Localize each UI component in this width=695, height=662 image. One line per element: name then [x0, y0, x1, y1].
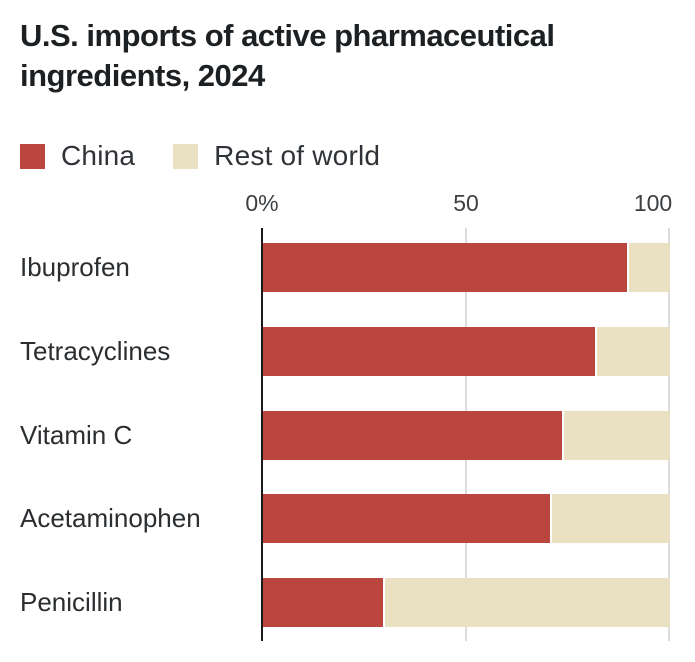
bar-segment-rest-of-world [596, 326, 670, 376]
bar-segment-china [263, 243, 630, 292]
category-label: Ibuprofen [20, 252, 130, 282]
y-axis-line [261, 228, 263, 641]
category-label: Tetracyclines [20, 335, 171, 366]
bar-row: Vitamin C [0, 410, 695, 460]
x-axis-tick-0: 0% [245, 190, 279, 216]
bar-track [263, 494, 670, 544]
legend-label-rest-of-world: Rest of world [214, 140, 381, 171]
china-swatch [20, 143, 45, 169]
bar-row: Acetaminophen [0, 494, 695, 544]
bar-segment-rest-of-world [564, 410, 670, 460]
legend-item-rest-of-world: Rest of world [173, 140, 380, 172]
legend-label-china: China [61, 140, 136, 171]
bar-segment-china [263, 410, 565, 460]
chart-title: U.S. imports of active pharmaceutical in… [20, 18, 555, 93]
bar-track [263, 410, 670, 460]
legend: China Rest of world [20, 140, 380, 172]
bar-track [263, 326, 670, 376]
bar-segment-rest-of-world [385, 578, 670, 627]
x-axis-tick-50: 50 [453, 190, 479, 216]
bar-segment-rest-of-world [551, 494, 670, 544]
bar-row: Penicillin [0, 578, 695, 627]
bar-segment-china [263, 326, 597, 376]
legend-item-china: China [20, 140, 135, 172]
bar-track [263, 243, 670, 292]
bar-rows: Ibuprofen Tetracyclines Vitamin C Acetamino… [0, 243, 695, 662]
bar-segment-china [263, 578, 386, 627]
x-axis-tick-100: 100 [633, 190, 673, 216]
bar-row: Tetracyclines [0, 326, 695, 376]
category-label: Penicillin [20, 587, 123, 617]
rest-of-world-swatch [173, 143, 199, 169]
bar-segment-china [263, 494, 552, 544]
bar-segment-rest-of-world [629, 243, 670, 292]
bar-row: Ibuprofen [0, 243, 695, 292]
category-label: Vitamin C [20, 419, 133, 450]
category-label: Acetaminophen [20, 503, 201, 534]
bar-track [263, 578, 670, 627]
